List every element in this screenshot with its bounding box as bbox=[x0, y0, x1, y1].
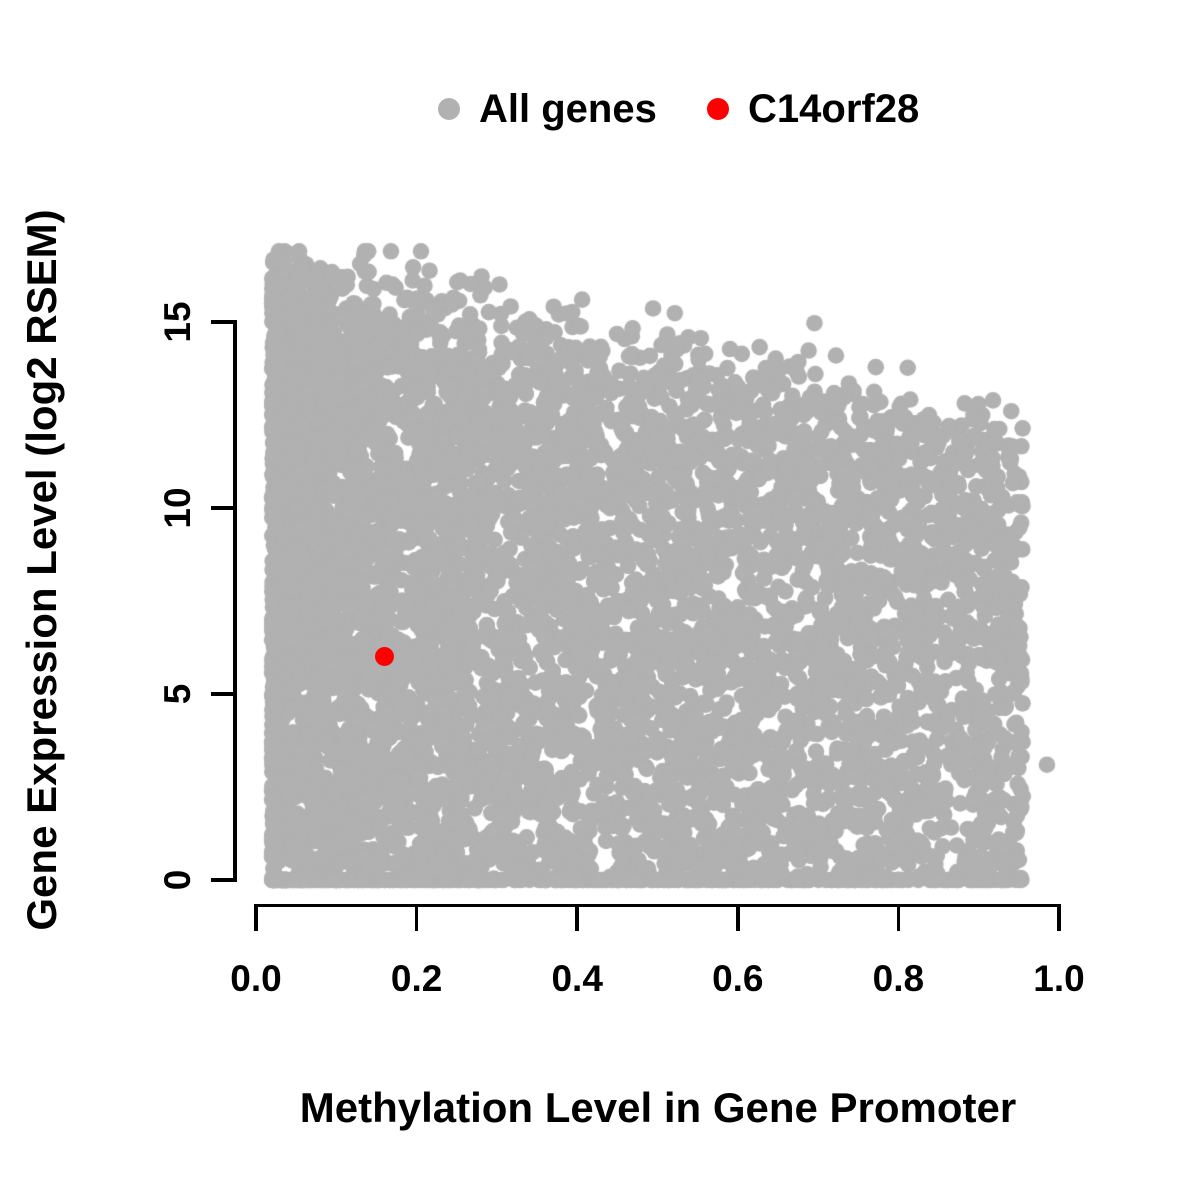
y-tick-mark bbox=[211, 320, 236, 324]
y-tick-label: 0 bbox=[157, 869, 198, 891]
x-tick-label: 0.8 bbox=[872, 958, 925, 999]
y-tick-mark bbox=[211, 878, 236, 882]
legend-label-all-genes: All genes bbox=[479, 87, 657, 131]
y-axis-title: Gene Expression Level (log2 RSEM) bbox=[18, 209, 65, 931]
x-tick-label: 0.6 bbox=[712, 958, 764, 999]
y-axis-line bbox=[233, 320, 237, 882]
x-axis-line bbox=[254, 903, 1061, 907]
x-tick-mark bbox=[736, 905, 740, 931]
highlight-point-c14orf28 bbox=[374, 647, 394, 667]
x-tick-mark bbox=[1057, 905, 1061, 931]
legend-dot-all-genes bbox=[438, 98, 460, 120]
y-tick-mark bbox=[211, 506, 236, 510]
y-tick-label: 10 bbox=[157, 487, 198, 529]
x-tick-label: 1.0 bbox=[1033, 958, 1085, 999]
legend-item-all-genes: All genes bbox=[438, 87, 657, 131]
y-tick-label: 15 bbox=[157, 301, 198, 343]
x-tick-mark bbox=[414, 905, 419, 931]
x-axis-title: Methylation Level in Gene Promoter bbox=[299, 1084, 1017, 1131]
x-tick-label: 0.2 bbox=[390, 958, 443, 999]
legend-item-c14orf28: C14orf28 bbox=[707, 87, 919, 131]
legend-label-c14orf28: C14orf28 bbox=[748, 87, 920, 131]
x-tick-label: 0.4 bbox=[551, 958, 603, 999]
y-tick-mark bbox=[211, 692, 236, 696]
y-tick-label: 5 bbox=[157, 683, 198, 705]
x-tick-mark bbox=[254, 905, 258, 931]
x-tick-label: 0.0 bbox=[230, 958, 282, 999]
x-tick-mark bbox=[575, 905, 579, 931]
legend-dot-c14orf28 bbox=[707, 98, 729, 120]
x-tick-mark bbox=[896, 905, 901, 931]
